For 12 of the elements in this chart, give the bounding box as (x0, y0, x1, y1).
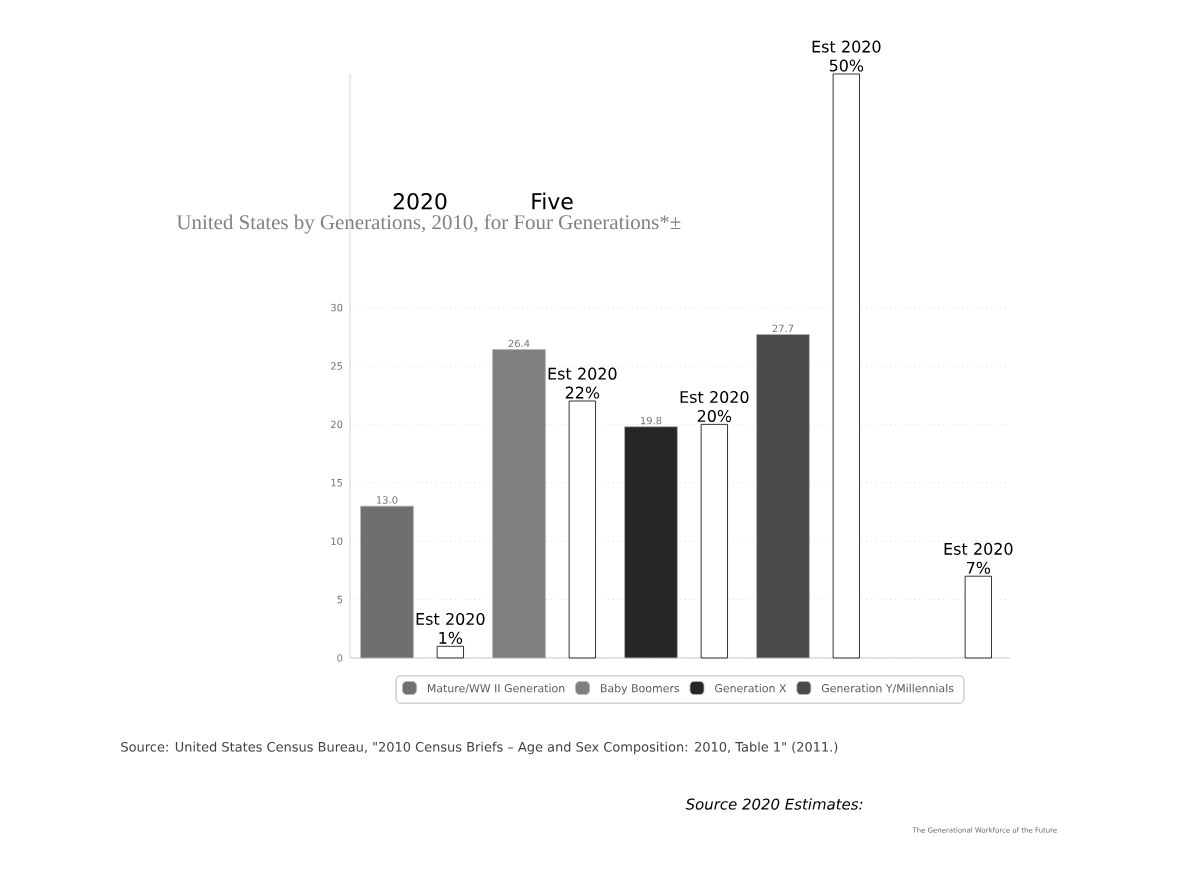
bar (436, 645, 464, 659)
bar (360, 505, 414, 659)
bar (964, 575, 992, 659)
bar (832, 73, 860, 659)
bar (700, 423, 728, 659)
bar (756, 334, 810, 659)
bar (492, 349, 546, 659)
annotation: 2020 (393, 193, 447, 210)
text: United States by Generations, 2010, for Four Generations*± (176, 214, 681, 234)
bar (624, 426, 678, 659)
annotation: Five (532, 192, 573, 210)
bar (568, 400, 596, 659)
